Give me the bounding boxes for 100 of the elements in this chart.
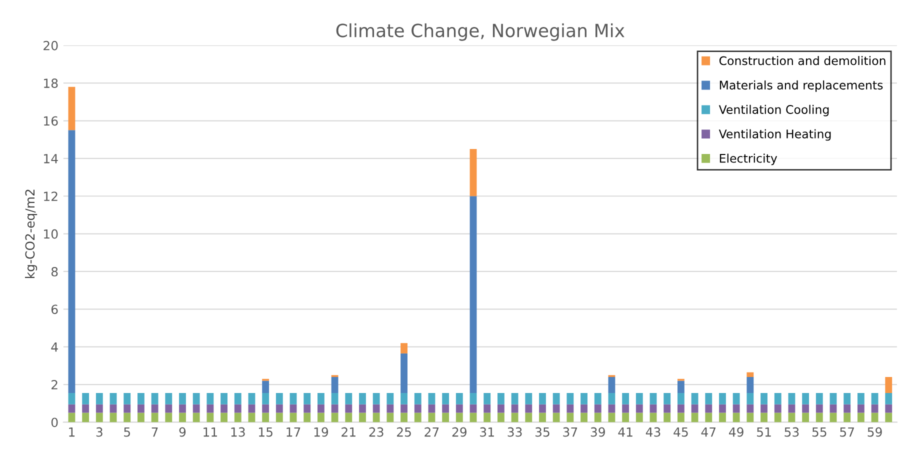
bar (68, 86, 76, 130)
bar (719, 404, 726, 413)
bar (96, 393, 103, 404)
bar (470, 412, 477, 422)
bar (525, 412, 532, 422)
bar (359, 393, 366, 404)
bar (82, 412, 90, 422)
bar (345, 393, 352, 404)
x-tick-label: 51 (757, 427, 771, 437)
bar (68, 130, 76, 394)
bar (691, 393, 698, 404)
bar (317, 393, 324, 404)
x-tick-label: 17 (286, 427, 300, 437)
bar (594, 393, 602, 404)
bar (151, 412, 158, 422)
bar (594, 404, 602, 413)
bar (857, 412, 864, 422)
bar (844, 412, 851, 422)
x-tick-label: 29 (452, 427, 466, 437)
bar (497, 393, 504, 404)
bar (774, 404, 782, 413)
bar (580, 412, 588, 422)
x-tick-label: 21 (342, 427, 356, 437)
bar (470, 404, 477, 413)
bar (234, 412, 242, 422)
bar (400, 412, 408, 422)
bar (96, 412, 103, 422)
x-tick-label: 33 (508, 427, 522, 437)
bar (110, 412, 117, 422)
bar (484, 412, 491, 422)
bar (677, 380, 684, 394)
bar (650, 393, 657, 404)
bar (497, 412, 504, 422)
bar (705, 393, 712, 404)
bar (68, 412, 76, 422)
bar (331, 404, 338, 413)
bar (331, 412, 338, 422)
bar (206, 412, 214, 422)
y-tick-label: 0 (51, 418, 58, 428)
x-tick-label: 43 (646, 427, 660, 437)
bar (192, 393, 200, 404)
x-tick-label: 27 (424, 427, 439, 437)
bar (414, 404, 422, 413)
bar (802, 393, 810, 404)
bar (857, 404, 864, 413)
bar (220, 393, 228, 404)
bar (124, 404, 131, 413)
bar (830, 412, 837, 422)
x-tick-label: 35 (535, 427, 550, 437)
bar (400, 353, 408, 394)
x-tick-label: 49 (728, 427, 744, 437)
bar (636, 404, 643, 413)
x-tick-label: 13 (231, 427, 245, 437)
y-tick-label: 20 (44, 40, 58, 50)
bar (802, 412, 810, 422)
bar (608, 393, 616, 404)
bar (262, 380, 270, 394)
bar (552, 412, 560, 422)
bar (636, 393, 643, 404)
y-tick-label: 2 (52, 380, 58, 390)
bar (192, 404, 200, 413)
bar (304, 412, 311, 422)
bar (400, 404, 408, 413)
bar (470, 196, 477, 394)
legend-label: Construction and demolition (719, 56, 886, 66)
bar (636, 412, 643, 422)
bar (871, 393, 878, 404)
bar (442, 412, 450, 422)
legend-label: Materials and replacements (720, 80, 883, 92)
bar (746, 393, 754, 404)
bar (262, 412, 270, 422)
bar (552, 404, 560, 413)
bar (470, 149, 477, 196)
bar (82, 404, 90, 413)
x-tick-label: 9 (179, 427, 186, 437)
bar (137, 404, 144, 413)
x-tick-label: 45 (674, 427, 688, 437)
bar (788, 404, 796, 413)
bar (525, 393, 532, 404)
bar (456, 404, 463, 413)
bar (664, 393, 671, 404)
bar (442, 393, 450, 404)
bar (179, 412, 186, 422)
bar (539, 412, 546, 422)
bar (206, 404, 214, 413)
bar (552, 393, 560, 404)
bar (68, 393, 76, 404)
bar (830, 393, 837, 404)
x-tick-label: 59 (868, 427, 882, 437)
bar (830, 404, 837, 413)
bar (885, 412, 892, 422)
bar (664, 404, 671, 413)
bar (760, 412, 768, 422)
bar (885, 377, 892, 394)
bar (220, 412, 228, 422)
bar (484, 393, 491, 404)
bar (677, 412, 684, 422)
bar (677, 393, 684, 404)
bar (511, 404, 518, 413)
x-tick-label: 47 (701, 427, 716, 437)
